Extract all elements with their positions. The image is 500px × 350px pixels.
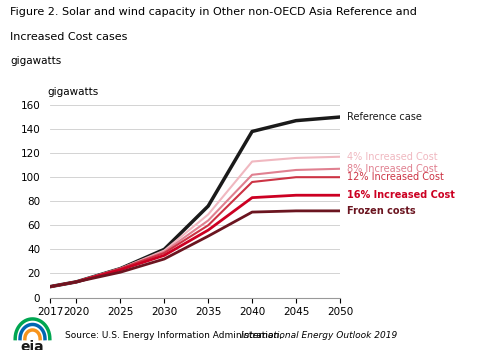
Text: 4% Increased Cost: 4% Increased Cost (347, 152, 438, 162)
Text: 8% Increased Cost: 8% Increased Cost (347, 164, 438, 174)
Text: 12% Increased Cost: 12% Increased Cost (347, 172, 444, 182)
Text: Frozen costs: Frozen costs (347, 206, 416, 216)
Text: Source: U.S. Energy Information Administration,: Source: U.S. Energy Information Administ… (65, 330, 285, 340)
Text: Increased Cost cases: Increased Cost cases (10, 32, 128, 42)
Text: Reference case: Reference case (347, 112, 422, 122)
Text: gigawatts: gigawatts (47, 87, 98, 97)
Text: gigawatts: gigawatts (10, 56, 61, 66)
Text: eia: eia (20, 340, 44, 350)
Text: Figure 2. Solar and wind capacity in Other non-OECD Asia Reference and: Figure 2. Solar and wind capacity in Oth… (10, 7, 417, 17)
Text: International Energy Outlook 2019: International Energy Outlook 2019 (241, 330, 397, 340)
Text: 16% Increased Cost: 16% Increased Cost (347, 190, 455, 200)
